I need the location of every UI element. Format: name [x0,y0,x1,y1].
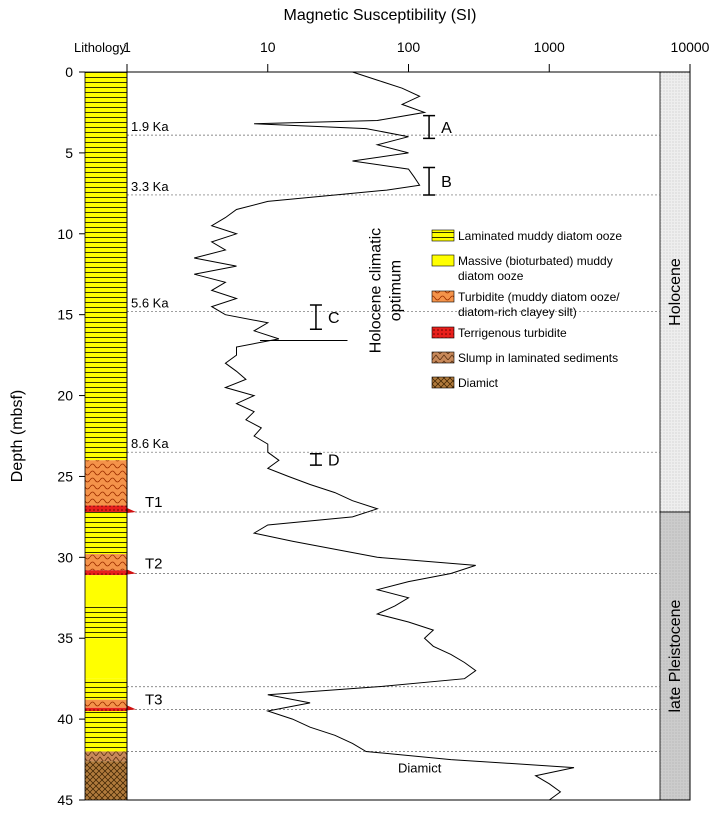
y-tick-label: 30 [57,549,73,565]
turbidite-label: T1 [145,494,163,511]
annotation-text: optimum [387,260,404,321]
legend-label: Diamict [458,376,499,390]
x-tick-label: 10000 [671,39,710,55]
y-tick-label: 20 [57,388,73,404]
lithology-unit [85,707,127,712]
plot-frame [126,71,691,801]
interval-label: B [441,174,452,191]
interval-bracket [423,114,436,140]
y-tick-label: 0 [65,64,73,80]
interval-bracket [309,304,322,330]
legend-label: Slump in laminated sediments [458,351,618,365]
lithology-unit [85,605,127,639]
age-label: Holocene [667,258,684,326]
lithology-unit [85,460,127,506]
legend-swatch [431,326,455,339]
lithology-unit [85,505,127,513]
turbidite-marker [127,508,136,514]
lithology-unit [85,554,127,571]
lithology-unit [85,72,127,461]
legend-label: Massive (bioturbated) muddy [458,254,613,268]
turbidite-label: T3 [145,691,163,708]
x-tick-label: 1 [123,39,131,55]
y-tick-label: 15 [57,307,73,323]
annotation-text: Holocene climatic [367,228,384,353]
legend-swatch [431,254,455,267]
turbidite-marker [127,569,136,575]
lithology-unit [85,751,127,762]
horizon-label: 3.3 Ka [131,179,169,194]
y-tick-label: 45 [57,792,73,808]
y-tick-label: 40 [57,711,73,727]
interval-label: D [328,452,340,469]
annotation-text: Diamict [398,760,442,775]
legend-swatch [431,351,455,364]
lithology-unit [85,512,127,555]
chart-title: Magnetic Susceptibility (SI) [284,7,477,24]
legend-swatch [431,376,455,389]
susceptibility-curve [194,71,575,801]
turbidite-marker [127,705,136,711]
x-tick-label: 10 [260,39,276,55]
horizon-label: 8.6 Ka [131,436,169,451]
y-tick-label: 5 [65,145,73,161]
age-label: late Pleistocene [667,599,684,712]
legend-swatch [431,290,455,303]
lithology-unit [85,638,127,679]
y-tick-label: 10 [57,226,73,242]
lithology-unit [85,570,127,576]
age-stipple [660,512,690,800]
interval-label: C [328,310,340,327]
lithology-label: Lithology [74,40,127,55]
lithology-unit [85,761,127,800]
lithology-unit [85,678,127,700]
y-axis-label: Depth (mbsf) [9,390,26,482]
y-tick-label: 35 [57,630,73,646]
age-stipple [660,72,690,513]
x-tick-label: 1000 [534,39,565,55]
lithology-unit [85,575,127,606]
legend-label: diatom-rich clayey silt) [458,305,577,319]
horizon-label: 5.6 Ka [131,295,169,310]
legend-label: Turbidite (muddy diatom ooze/ [458,290,620,304]
legend-label: Terrigenous turbidite [458,326,567,340]
x-tick-label: 100 [397,39,421,55]
interval-bracket [309,453,322,466]
interval-bracket [423,166,436,196]
legend-label: diatom ooze [458,269,524,283]
legend-swatch [431,229,455,242]
lithology-unit [85,699,127,708]
lithology-unit [85,711,127,752]
horizon-label: 1.9 Ka [131,119,169,134]
interval-label: A [441,120,452,137]
legend-label: Laminated muddy diatom ooze [458,229,622,243]
turbidite-label: T2 [145,556,163,573]
y-tick-label: 25 [57,468,73,484]
